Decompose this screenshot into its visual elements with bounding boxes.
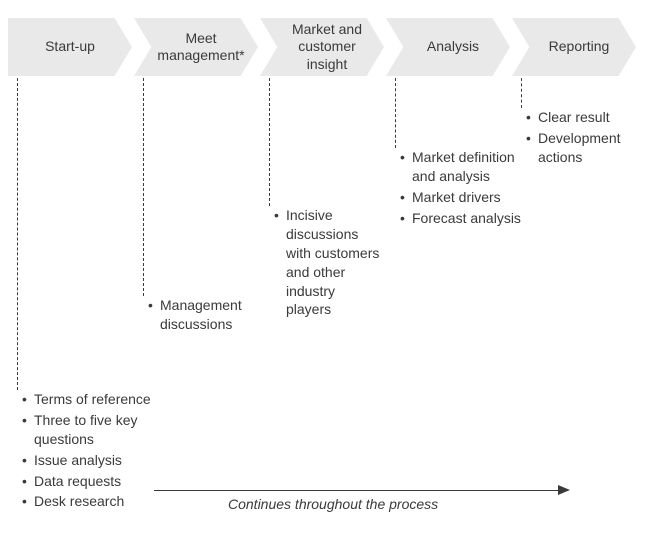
stage-chevron: Reporting <box>512 18 636 76</box>
stage-bullets: Terms of reference Three to five key ques… <box>22 390 152 513</box>
stage-label: Analysis <box>409 38 487 56</box>
stage-drop-line <box>521 78 522 108</box>
stage-bullets: Market definition and analysis Market dri… <box>400 148 530 230</box>
stage-drop-line <box>143 78 144 296</box>
bullet-item: Clear result <box>526 108 636 127</box>
process-stages-row: Start-up Meet management*Market and custo… <box>8 18 638 76</box>
continues-arrow-line <box>154 490 558 491</box>
stage-chevron: Market and customer insight <box>260 18 384 76</box>
stage-drop-line <box>269 78 270 206</box>
stage-drop-line <box>17 78 18 390</box>
stage-chevron: Start-up <box>8 18 132 76</box>
stage-label: Market and customer insight <box>260 21 384 74</box>
stage-chevron: Analysis <box>386 18 510 76</box>
bullet-item: Management discussions <box>148 296 258 334</box>
stage-chevron: Meet management* <box>134 18 258 76</box>
bullet-item: Terms of reference <box>22 390 152 409</box>
stage-label: Start-up <box>37 38 103 56</box>
stage-bullets: Clear result Development actions <box>526 108 636 169</box>
bullet-item: Market drivers <box>400 188 530 207</box>
bullet-item: Market definition and analysis <box>400 148 530 186</box>
stage-label: Meet management* <box>134 30 258 65</box>
stage-drop-line <box>395 78 396 148</box>
stage-label: Reporting <box>531 38 618 56</box>
bullet-item: Data requests <box>22 472 152 491</box>
stage-bullets: Incisive discussions with customers and … <box>274 206 384 321</box>
bullet-item: Incisive discussions with customers and … <box>274 206 384 319</box>
bullet-item: Three to five key questions <box>22 411 152 449</box>
continues-arrow-head <box>558 485 570 495</box>
bullet-item: Issue analysis <box>22 451 152 470</box>
stage-bullets: Management discussions <box>148 296 258 336</box>
bullet-item: Forecast analysis <box>400 209 530 228</box>
bullet-item: Development actions <box>526 129 636 167</box>
continues-note: Continues throughout the process <box>228 496 438 512</box>
bullet-item: Desk research <box>22 492 152 511</box>
